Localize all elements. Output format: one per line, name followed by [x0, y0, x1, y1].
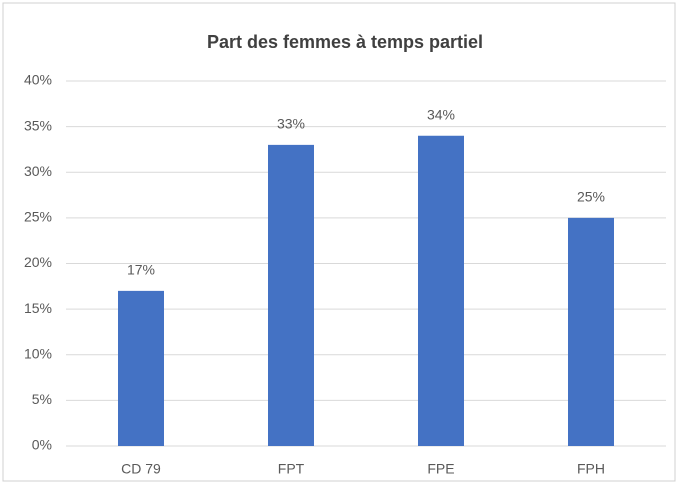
- chart-title: Part des femmes à temps partiel: [207, 32, 483, 52]
- y-tick-label: 15%: [24, 300, 52, 316]
- data-label: 17%: [127, 262, 155, 278]
- y-tick-label: 10%: [24, 345, 52, 361]
- data-label: 34%: [427, 106, 455, 122]
- bar: [418, 135, 464, 446]
- chart-frame: [2, 2, 676, 482]
- y-tick-label: 0%: [32, 437, 52, 453]
- bar: [268, 144, 314, 446]
- bar: [118, 290, 164, 446]
- x-tick-label: FPT: [278, 461, 305, 477]
- bar: [568, 217, 614, 446]
- x-tick-label: FPH: [577, 461, 605, 477]
- x-tick-label: CD 79: [121, 461, 161, 477]
- data-label: 25%: [577, 189, 605, 205]
- y-tick-label: 30%: [24, 163, 52, 179]
- y-tick-label: 25%: [24, 209, 52, 225]
- y-tick-label: 40%: [24, 72, 52, 88]
- y-tick-label: 20%: [24, 254, 52, 270]
- data-label: 33%: [277, 116, 305, 132]
- x-tick-label: FPE: [427, 461, 454, 477]
- y-tick-label: 5%: [32, 391, 52, 407]
- y-tick-label: 35%: [24, 117, 52, 133]
